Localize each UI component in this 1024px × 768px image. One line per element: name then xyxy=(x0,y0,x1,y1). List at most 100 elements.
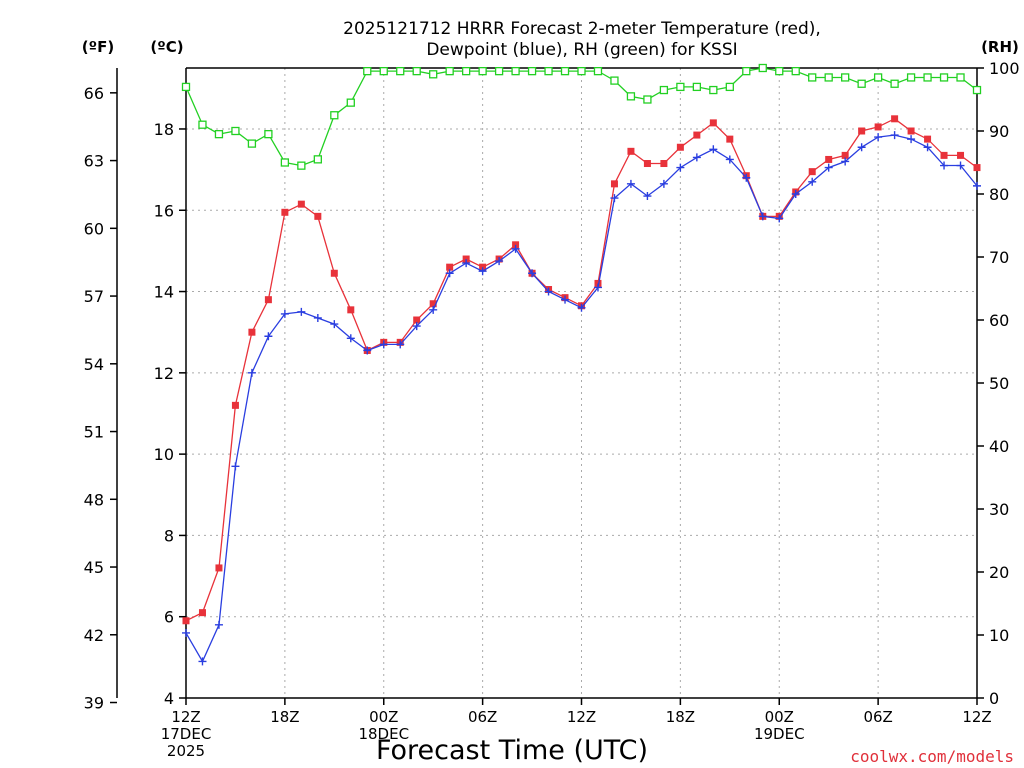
temperature-point xyxy=(413,316,421,324)
temperature-point xyxy=(610,180,618,188)
fahrenheit-tick-label: 54 xyxy=(84,355,104,374)
celsius-tick-label: 16 xyxy=(154,201,174,220)
temperature-point xyxy=(726,135,734,143)
dewpoint-point xyxy=(511,244,520,253)
dewpoint-point xyxy=(379,340,388,349)
rh-point xyxy=(972,85,982,95)
rh-tick-label: 80 xyxy=(989,185,1009,204)
dewpoint-point xyxy=(346,334,355,343)
celsius-tick-label: 18 xyxy=(154,120,174,139)
temperature-point xyxy=(874,123,882,131)
dewpoint-point xyxy=(544,287,553,296)
dewpoint-point xyxy=(709,145,718,154)
rh-point xyxy=(808,73,817,82)
rh-point xyxy=(923,73,932,82)
temperature-point xyxy=(264,296,272,304)
dewpoint-point xyxy=(791,190,800,198)
chart-title-line-1: 2025121712 HRRR Forecast 2-meter Tempera… xyxy=(343,19,821,39)
temperature-point xyxy=(297,200,305,208)
fahrenheit-tick-label: 45 xyxy=(84,558,104,577)
celsius-tick-label: 4 xyxy=(164,689,174,708)
dewpoint-point xyxy=(214,620,223,629)
dewpoint-point xyxy=(857,143,866,152)
rh-point xyxy=(626,92,636,101)
dewpoint-point xyxy=(742,173,751,182)
dewpoint-point xyxy=(841,157,850,166)
rh-point xyxy=(280,158,290,167)
dewpoint-point xyxy=(297,307,306,316)
temperature-point xyxy=(957,151,965,159)
credit-label: coolwx.com/models xyxy=(850,747,1014,766)
fahrenheit-tick-label: 48 xyxy=(84,490,104,509)
x-tick-label: 17DEC xyxy=(161,725,212,743)
axes xyxy=(110,67,984,705)
rh-point xyxy=(873,73,883,82)
temperature-point xyxy=(858,127,866,135)
celsius-unit-label: (ºC) xyxy=(150,38,183,56)
dewpoint-point xyxy=(330,320,339,329)
temperature-point xyxy=(215,564,223,572)
dewpoint-point xyxy=(313,313,322,322)
fahrenheit-tick-label: 66 xyxy=(84,84,104,103)
temperature-point xyxy=(512,241,520,249)
temperature-point xyxy=(594,279,602,287)
dewpoint-point xyxy=(445,269,454,278)
x-tick-label: 00Z xyxy=(369,708,398,726)
rh-tick-label: 50 xyxy=(989,374,1009,393)
x-tick-label: 12Z xyxy=(171,708,200,726)
celsius-tick-label: 14 xyxy=(154,283,174,302)
dewpoint-point xyxy=(907,135,916,144)
rh-point xyxy=(396,67,405,76)
rh-point xyxy=(560,67,570,76)
rh-point xyxy=(264,129,273,139)
dewpoint-point xyxy=(643,192,652,201)
fahrenheit-unit-label: (ºF) xyxy=(82,38,114,56)
dewpoint-point xyxy=(626,179,635,188)
temperature-point xyxy=(314,212,322,220)
x-tick-label: 18Z xyxy=(666,708,695,726)
x-tick-label: 00Z xyxy=(765,708,794,726)
rh-point xyxy=(527,67,537,76)
temperature-point xyxy=(808,168,816,176)
temperature-point xyxy=(281,208,289,216)
dewpoint-point xyxy=(775,214,784,223)
dewpoint-point xyxy=(725,155,734,164)
x-tick-label: 12Z xyxy=(962,708,991,726)
rh-point xyxy=(478,67,487,76)
rh-point xyxy=(511,67,520,76)
x-tick-label: 12Z xyxy=(567,708,596,726)
rh-point xyxy=(939,73,949,82)
fahrenheit-tick-label: 42 xyxy=(84,626,104,645)
temperature-point xyxy=(479,263,487,271)
dewpoint-point xyxy=(758,212,767,221)
temperature-point xyxy=(924,135,932,143)
temperature-point xyxy=(330,269,338,277)
x-tick-label: 2025 xyxy=(167,742,205,760)
rh-point xyxy=(841,73,850,82)
rh-point xyxy=(363,67,372,76)
rh-point xyxy=(313,155,322,164)
rh-tick-label: 30 xyxy=(989,500,1009,519)
dewpoint-point xyxy=(890,131,899,140)
dewpoint-point xyxy=(940,161,949,170)
dewpoint-point xyxy=(956,161,965,170)
temperature-point xyxy=(462,255,470,263)
fahrenheit-tick-label: 60 xyxy=(84,219,104,238)
temperature-point xyxy=(446,263,454,271)
x-tick-label: 18Z xyxy=(270,708,299,726)
temperature-point xyxy=(693,131,701,139)
rh-point xyxy=(709,85,718,95)
dewpoint-point xyxy=(973,181,981,190)
rh-point xyxy=(544,67,553,76)
data-series xyxy=(181,63,982,666)
temperature-point xyxy=(940,151,948,159)
temperature-point xyxy=(347,306,355,314)
temperature-point xyxy=(709,119,717,127)
celsius-tick-label: 12 xyxy=(154,364,174,383)
celsius-tick-label: 6 xyxy=(164,608,174,627)
rh-point xyxy=(461,67,471,76)
dewpoint-point xyxy=(429,305,438,314)
rh-point xyxy=(445,67,454,76)
rh-tick-label: 70 xyxy=(989,248,1009,267)
x-tick-label: 19DEC xyxy=(754,725,805,743)
